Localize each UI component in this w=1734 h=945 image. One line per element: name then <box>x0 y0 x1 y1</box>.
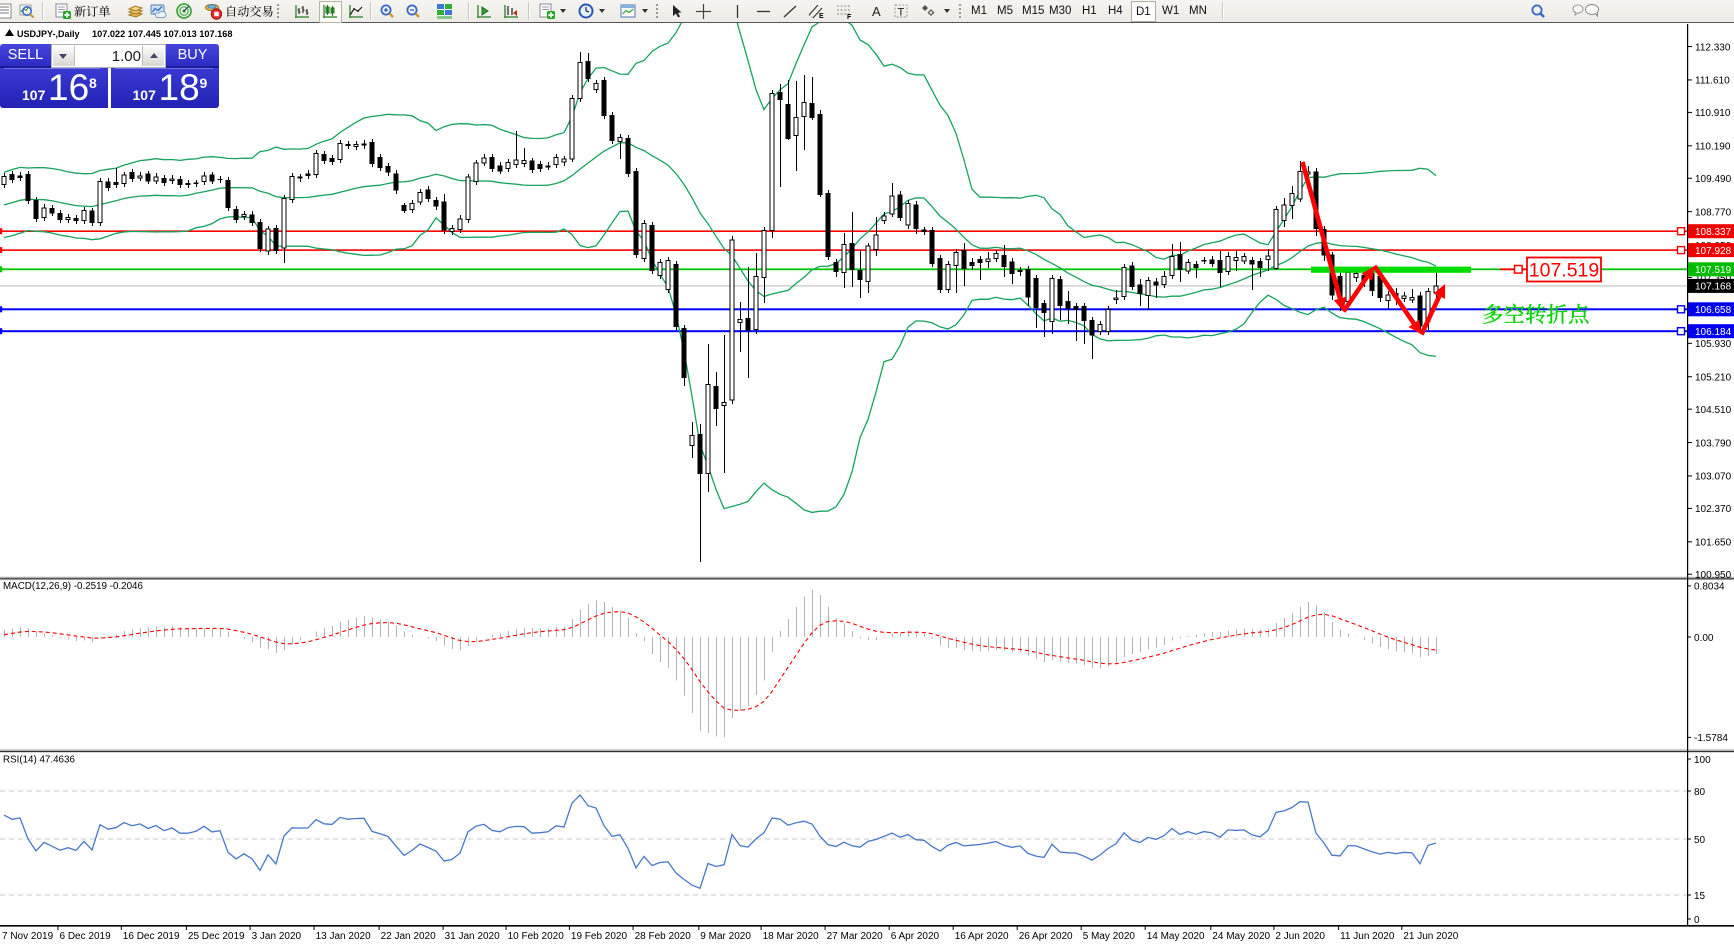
svg-text:31 Jan 2020: 31 Jan 2020 <box>445 931 500 942</box>
svg-text:18 Mar 2020: 18 Mar 2020 <box>763 931 820 942</box>
svg-text:80: 80 <box>1694 787 1706 798</box>
svg-text:107.519: 107.519 <box>1695 265 1732 276</box>
svg-text:A: A <box>872 4 881 19</box>
svg-text:107.519: 107.519 <box>1529 260 1600 282</box>
svg-text:6 Dec 2019: 6 Dec 2019 <box>60 931 112 942</box>
svg-text:107.350: 107.350 <box>1695 273 1732 284</box>
svg-text:2 Jun 2020: 2 Jun 2020 <box>1275 931 1325 942</box>
svg-text:28 Feb 2020: 28 Feb 2020 <box>635 931 692 942</box>
svg-text:106.658: 106.658 <box>1695 305 1732 316</box>
svg-text:106.184: 106.184 <box>1695 327 1732 338</box>
svg-text:27 Mar 2020: 27 Mar 2020 <box>827 931 884 942</box>
svg-text:15: 15 <box>1694 891 1706 902</box>
svg-text:22 Jan 2020: 22 Jan 2020 <box>381 931 436 942</box>
svg-text:107.928: 107.928 <box>1695 246 1732 257</box>
svg-text:109.490: 109.490 <box>1695 174 1732 185</box>
svg-text:MACD(12,26,9) -0.2519 -0.2046: MACD(12,26,9) -0.2519 -0.2046 <box>3 581 144 592</box>
svg-text:F: F <box>847 14 852 20</box>
svg-text:25 Dec 2019: 25 Dec 2019 <box>188 931 245 942</box>
svg-text:102.370: 102.370 <box>1695 504 1732 515</box>
svg-text:11 Jun 2020: 11 Jun 2020 <box>1340 931 1395 942</box>
svg-text:21 Jun 2020: 21 Jun 2020 <box>1403 931 1458 942</box>
svg-text:107.022 107.445 107.013 107.16: 107.022 107.445 107.013 107.168 <box>92 29 233 39</box>
svg-text:-1.5784: -1.5784 <box>1694 733 1728 744</box>
svg-text:6 Apr 2020: 6 Apr 2020 <box>891 931 940 942</box>
svg-text:E: E <box>819 13 824 20</box>
svg-text:24 May 2020: 24 May 2020 <box>1212 931 1270 942</box>
svg-text:50: 50 <box>1694 835 1706 846</box>
svg-text:RSI(14) 47.4636: RSI(14) 47.4636 <box>3 755 75 766</box>
svg-text:110.910: 110.910 <box>1695 108 1731 119</box>
svg-text:16 Apr 2020: 16 Apr 2020 <box>955 931 1009 942</box>
svg-text:108.770: 108.770 <box>1695 207 1732 218</box>
svg-text:105.930: 105.930 <box>1695 339 1732 350</box>
svg-text:7 Nov 2019: 7 Nov 2019 <box>2 931 54 942</box>
svg-text:13 Jan 2020: 13 Jan 2020 <box>316 931 371 942</box>
svg-text:110.190: 110.190 <box>1695 142 1731 153</box>
svg-text:111.610: 111.610 <box>1695 76 1730 87</box>
svg-text:108.337: 108.337 <box>1695 227 1732 238</box>
svg-text:19 Feb 2020: 19 Feb 2020 <box>571 931 628 942</box>
svg-text:0: 0 <box>1694 915 1700 926</box>
svg-text:103.790: 103.790 <box>1695 438 1732 449</box>
svg-text:USDJPY-,Daily: USDJPY-,Daily <box>17 29 80 39</box>
svg-text:5 May 2020: 5 May 2020 <box>1083 931 1136 942</box>
svg-text:104.510: 104.510 <box>1695 405 1732 416</box>
svg-text:0.00: 0.00 <box>1694 633 1714 644</box>
svg-text:103.070: 103.070 <box>1695 472 1732 483</box>
svg-text:105.210: 105.210 <box>1695 373 1732 384</box>
svg-text:14 May 2020: 14 May 2020 <box>1147 931 1205 942</box>
svg-text:100: 100 <box>1694 755 1711 766</box>
svg-text:100.950: 100.950 <box>1695 570 1732 581</box>
svg-text:101.650: 101.650 <box>1695 538 1732 549</box>
svg-text:16 Dec 2019: 16 Dec 2019 <box>123 931 180 942</box>
svg-text:9 Mar 2020: 9 Mar 2020 <box>700 931 751 942</box>
svg-text:26 Apr 2020: 26 Apr 2020 <box>1019 931 1073 942</box>
svg-text:112.330: 112.330 <box>1695 42 1731 53</box>
svg-text:107.168: 107.168 <box>1695 282 1732 293</box>
svg-text:T: T <box>898 7 905 19</box>
svg-text:3 Jan 2020: 3 Jan 2020 <box>252 931 302 942</box>
svg-text:10 Feb 2020: 10 Feb 2020 <box>508 931 565 942</box>
svg-text:0.8034: 0.8034 <box>1694 582 1725 593</box>
